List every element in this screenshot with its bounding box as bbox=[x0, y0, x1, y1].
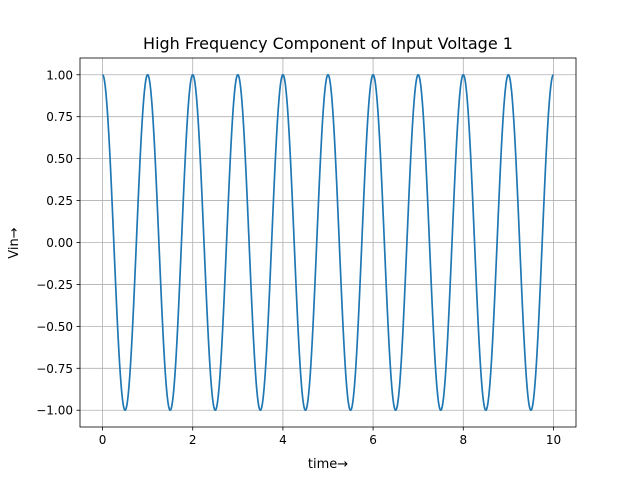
series-layer bbox=[101, 73, 555, 412]
y-tick-label: −0.25 bbox=[36, 278, 73, 292]
y-tick-label: 0.50 bbox=[46, 152, 73, 166]
x-axis-ticks: 0 2 4 6 8 10 bbox=[99, 427, 561, 447]
y-axis-label: Vin→ bbox=[7, 227, 22, 258]
y-tick-label: 0.75 bbox=[46, 110, 73, 124]
x-tick-label: 6 bbox=[369, 433, 377, 447]
y-tick-label: 1.00 bbox=[46, 68, 73, 82]
series-line-0 bbox=[101, 73, 555, 412]
y-tick-label: −0.75 bbox=[36, 362, 73, 376]
x-axis-label: time→ bbox=[308, 457, 348, 472]
x-tick-label: 2 bbox=[189, 433, 197, 447]
chart-title: High Frequency Component of Input Voltag… bbox=[143, 34, 513, 53]
x-tick-label: 10 bbox=[546, 433, 561, 447]
x-tick-label: 8 bbox=[459, 433, 467, 447]
y-tick-label: −1.00 bbox=[36, 404, 73, 418]
y-axis-ticks: −1.00 −0.75 −0.50 −0.25 0.00 0.25 0.50 0.75 1.00 bbox=[36, 68, 80, 418]
grid bbox=[80, 58, 576, 427]
y-tick-label: −0.50 bbox=[36, 320, 73, 334]
y-tick-label: 0.00 bbox=[46, 236, 73, 250]
y-tick-label: 0.25 bbox=[46, 194, 73, 208]
x-tick-label: 4 bbox=[279, 433, 287, 447]
x-tick-label: 0 bbox=[99, 433, 107, 447]
